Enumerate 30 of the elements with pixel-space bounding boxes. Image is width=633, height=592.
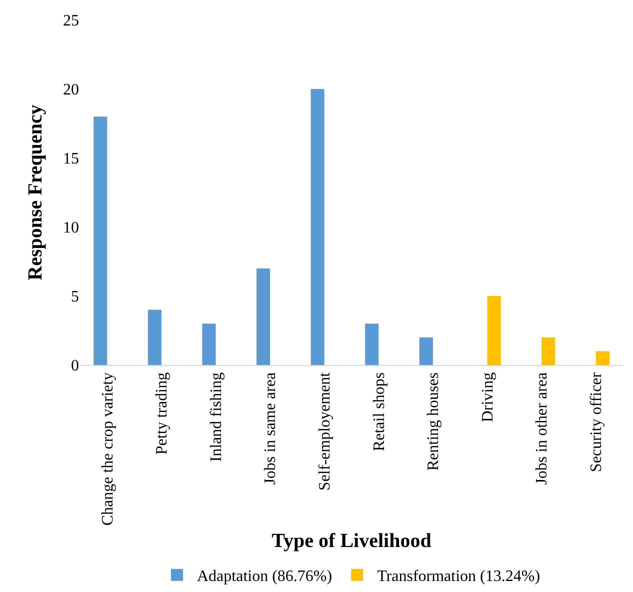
bar <box>148 310 162 365</box>
x-tick-label: Retail shops <box>370 372 388 452</box>
x-tick-label: Inland fishing <box>208 372 225 462</box>
x-tick-label: Driving <box>479 372 496 422</box>
bar <box>365 324 379 365</box>
bar <box>94 116 108 365</box>
bar <box>487 296 501 365</box>
y-tick-label: 25 <box>63 12 79 30</box>
y-tick-label: 20 <box>63 82 79 99</box>
bar <box>256 268 270 365</box>
y-tick-label: 0 <box>71 358 79 375</box>
y-tick-label: 5 <box>71 288 79 306</box>
bar <box>419 337 433 365</box>
bar <box>542 337 556 365</box>
y-tick-label: 15 <box>63 150 79 168</box>
bar <box>596 351 610 365</box>
x-axis-title: Type of Livelihood <box>272 530 432 552</box>
x-tick-label: Jobs in same area <box>262 372 280 485</box>
x-tick-label: Self-employement <box>316 372 334 491</box>
bar <box>202 324 216 365</box>
legend-label: Adaptation (86.76%) <box>197 568 332 586</box>
x-tick-label: Change the crop variety <box>99 372 116 526</box>
bar <box>310 89 324 365</box>
x-tick-label: Renting houses <box>425 372 442 471</box>
y-tick-label: 10 <box>63 220 79 237</box>
x-tick-label: Jobs in other area <box>534 372 551 485</box>
y-axis-title: Response Frequency <box>24 104 46 280</box>
x-tick-label: Security officer <box>588 372 606 472</box>
x-tick-label: Petty trading <box>154 372 171 455</box>
legend-label: Transformation (13.24%) <box>377 568 540 586</box>
